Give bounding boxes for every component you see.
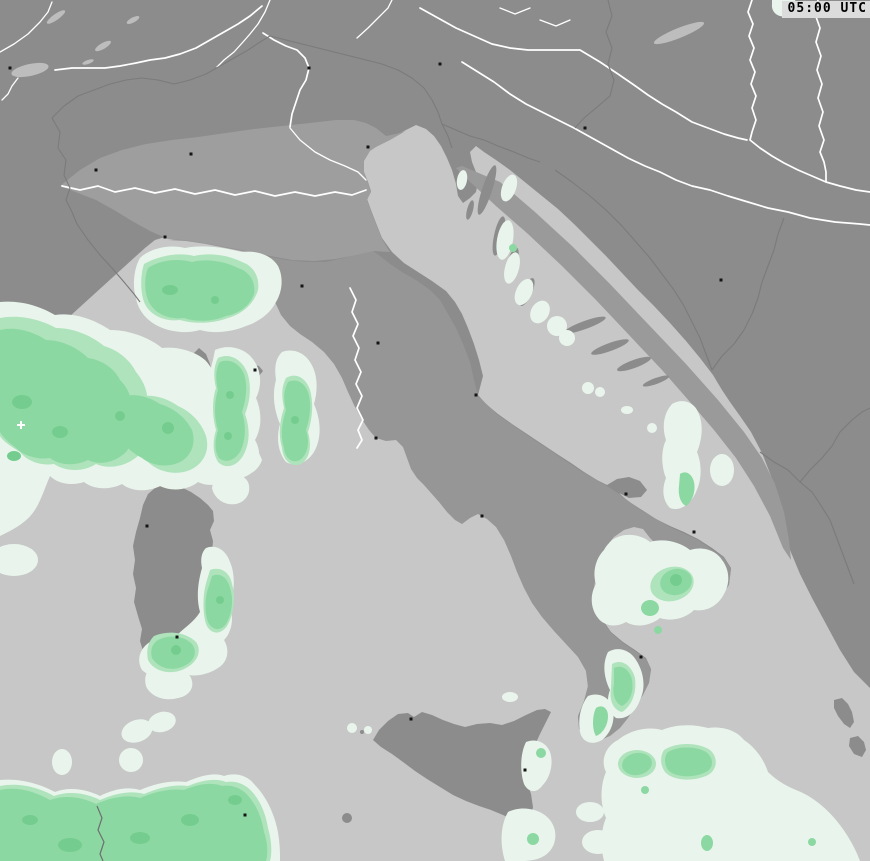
precip-sardinia-south-pale xyxy=(145,666,193,700)
border-france-italy xyxy=(51,117,141,303)
city-marker xyxy=(366,145,370,149)
river-drava xyxy=(419,7,748,141)
precip-strait-pale xyxy=(52,711,176,775)
station-cross-icon xyxy=(20,421,22,429)
timestamp-label: 05:00 UTC xyxy=(781,1,870,18)
city-marker xyxy=(163,235,167,239)
river-adige-lower xyxy=(289,127,367,181)
city-marker xyxy=(719,278,723,282)
precip-bonifacio-pale xyxy=(212,470,250,505)
river-po xyxy=(61,185,367,197)
precip-sicily-pale xyxy=(347,692,556,861)
city-marker-layer xyxy=(8,62,723,817)
river-tisza xyxy=(814,0,827,183)
city-marker xyxy=(480,514,484,518)
city-marker xyxy=(624,492,628,496)
station-marker-layer xyxy=(17,421,25,429)
lake-alpine-2 xyxy=(95,40,111,52)
precip-west-sardinia-pale xyxy=(0,544,38,576)
river-alp-stub-1 xyxy=(499,7,531,15)
river-alp-stub-2 xyxy=(539,19,571,27)
border-austria-hungary xyxy=(574,0,615,129)
city-marker xyxy=(94,168,98,172)
precip-dark-layer xyxy=(7,285,682,852)
city-marker xyxy=(523,768,527,772)
city-marker xyxy=(243,813,247,817)
city-marker xyxy=(692,530,696,534)
river-rhine xyxy=(0,1,53,53)
city-marker xyxy=(8,66,12,70)
precip-ionian-pale-2 xyxy=(576,802,604,822)
city-marker xyxy=(145,524,149,528)
landmass-italy-peninsula xyxy=(168,239,731,741)
river-sava xyxy=(461,61,870,226)
border-bosnia-serbia xyxy=(711,217,785,371)
lake-geneva xyxy=(11,62,49,78)
lake-alpine-1 xyxy=(46,10,66,24)
precip-ionian-pale-3 xyxy=(582,830,614,854)
island-corfu xyxy=(834,698,854,728)
city-marker xyxy=(307,66,311,70)
landmass-po-valley xyxy=(60,120,414,261)
lake-layer xyxy=(11,10,705,78)
river-salzach xyxy=(356,0,393,39)
city-marker xyxy=(175,635,179,639)
island-lefkada xyxy=(849,736,866,757)
river-danube xyxy=(747,0,870,193)
border-montenegro-serbia xyxy=(799,407,870,483)
city-marker xyxy=(438,62,442,66)
border-croatia-bosnia xyxy=(554,169,713,371)
border-montenegro-albania xyxy=(759,451,855,585)
city-marker xyxy=(189,152,193,156)
island-aeolian-2 xyxy=(360,730,364,734)
river-tiber xyxy=(349,287,364,449)
city-marker xyxy=(253,368,257,372)
island-pantelleria xyxy=(342,813,352,823)
precip-dalmatia-chain-pale xyxy=(456,170,575,346)
city-marker xyxy=(374,436,378,440)
border-algeria-tunisia xyxy=(96,805,105,861)
city-marker xyxy=(474,393,478,397)
city-marker xyxy=(639,655,643,659)
river-rhone-lower xyxy=(1,77,19,101)
island-sicily xyxy=(373,709,551,824)
river-rhone xyxy=(54,5,263,71)
lake-balaton xyxy=(653,21,705,45)
river-inn xyxy=(216,0,271,68)
river-layer xyxy=(0,0,870,449)
city-marker xyxy=(409,717,413,721)
border-alps xyxy=(51,35,453,149)
city-marker xyxy=(376,341,380,345)
lake-alpine-3 xyxy=(126,16,140,24)
city-marker xyxy=(583,126,587,130)
city-marker xyxy=(300,284,304,288)
border-layer xyxy=(51,0,870,861)
border-slovenia-croatia xyxy=(441,123,541,163)
lake-alpine-4 xyxy=(82,59,94,65)
island-sardinia xyxy=(133,483,214,656)
